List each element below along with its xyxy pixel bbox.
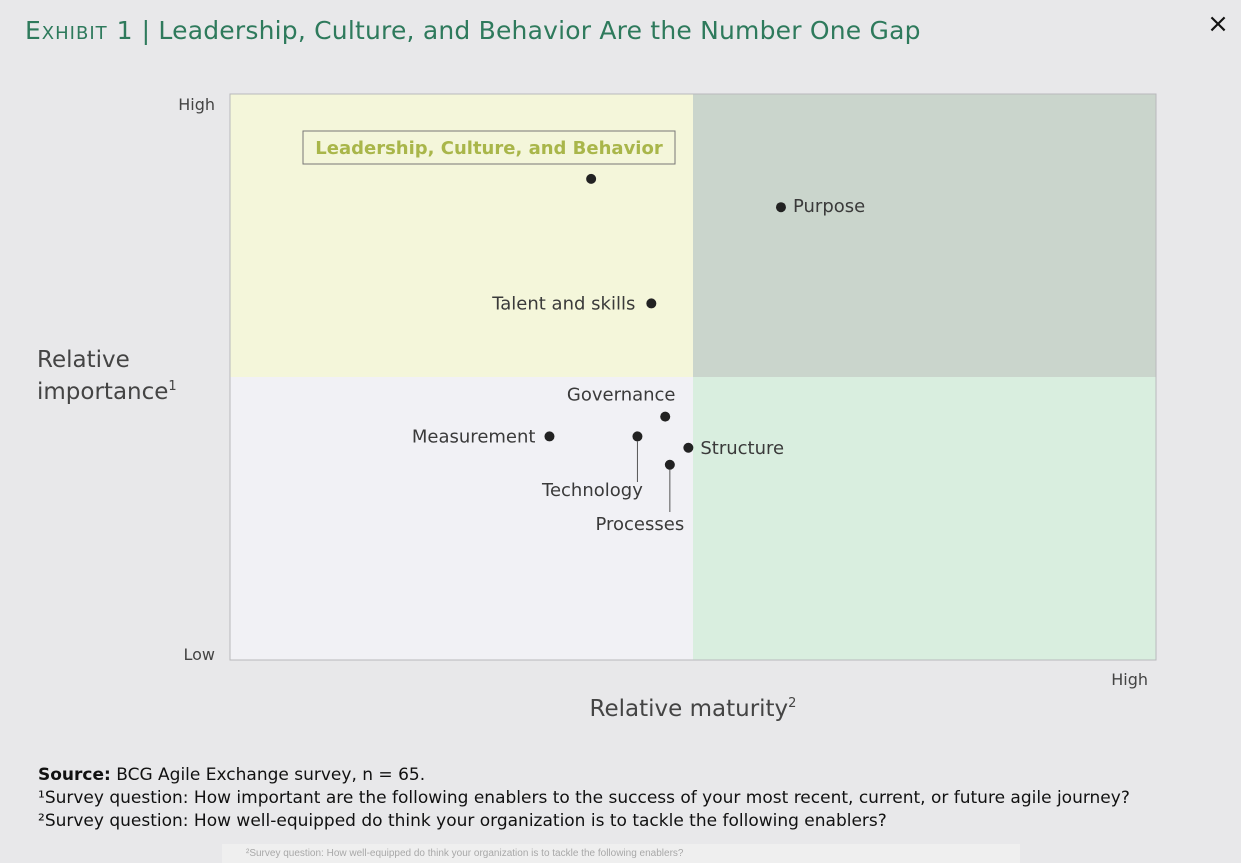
footnote-1: ¹Survey question: How important are the …	[38, 788, 1130, 808]
quadrant-top-left	[230, 94, 693, 377]
point-label-measurement: Measurement	[412, 426, 536, 447]
quadrant-top-right	[693, 94, 1156, 377]
footnotes: Source: BCG Agile Exchange survey, n = 6…	[38, 764, 1130, 833]
y-tick-low: Low	[183, 645, 215, 664]
footnote-2: ²Survey question: How well-equipped do t…	[38, 811, 887, 831]
exhibit-title: Exhibit 1 | Leadership, Culture, and Beh…	[25, 16, 921, 45]
data-point-measurement	[544, 431, 555, 442]
x-tick-high: High	[1111, 670, 1148, 689]
data-point-technology	[632, 431, 643, 442]
plot-frame	[229, 93, 1157, 661]
source-label: Source:	[38, 765, 111, 785]
exhibit-number: Exhibit 1	[25, 16, 134, 45]
source-line: Source: BCG Agile Exchange survey, n = 6…	[38, 764, 1130, 787]
data-point-leadership-culture-and-behavior	[586, 173, 597, 184]
point-label-structure: Structure	[700, 438, 784, 459]
quadrant-bottom-right	[693, 377, 1156, 660]
data-point-structure	[683, 442, 694, 453]
highlight-label-box	[302, 130, 676, 165]
data-point-governance	[660, 411, 671, 422]
exhibit-title-text: Leadership, Culture, and Behavior Are th…	[158, 16, 921, 45]
scatter-chart: High Low High Relative importance1 Relative m…	[37, 93, 1157, 722]
point-label-technology: Technology	[541, 480, 643, 501]
title-separator: |	[141, 16, 151, 45]
x-axis-label: Relative maturity2	[590, 696, 797, 722]
ghost-footnote: ²Survey question: How well-equipped do t…	[222, 844, 1020, 863]
quadrant-bottom-left	[230, 377, 693, 660]
y-axis-label-line2: importance1	[37, 379, 177, 405]
data-point-purpose	[775, 202, 786, 213]
point-label-processes: Processes	[595, 514, 684, 535]
source-text: BCG Agile Exchange survey, n = 65.	[110, 765, 426, 785]
y-axis-label-line1: Relative	[37, 347, 130, 373]
point-label-purpose: Purpose	[793, 196, 865, 217]
point-label-governance: Governance	[567, 385, 676, 406]
close-icon[interactable]: ×	[1207, 9, 1229, 39]
data-point-processes	[664, 459, 675, 470]
point-label-leadership-culture-and-behavior: Leadership, Culture, and Behavior	[315, 138, 663, 159]
data-point-talent-and-skills	[646, 298, 657, 309]
x-axis-label-sup: 2	[788, 696, 796, 711]
point-label-talent-and-skills: Talent and skills	[491, 293, 635, 314]
y-axis-label-sup: 1	[168, 379, 176, 394]
y-tick-high: High	[178, 95, 215, 114]
